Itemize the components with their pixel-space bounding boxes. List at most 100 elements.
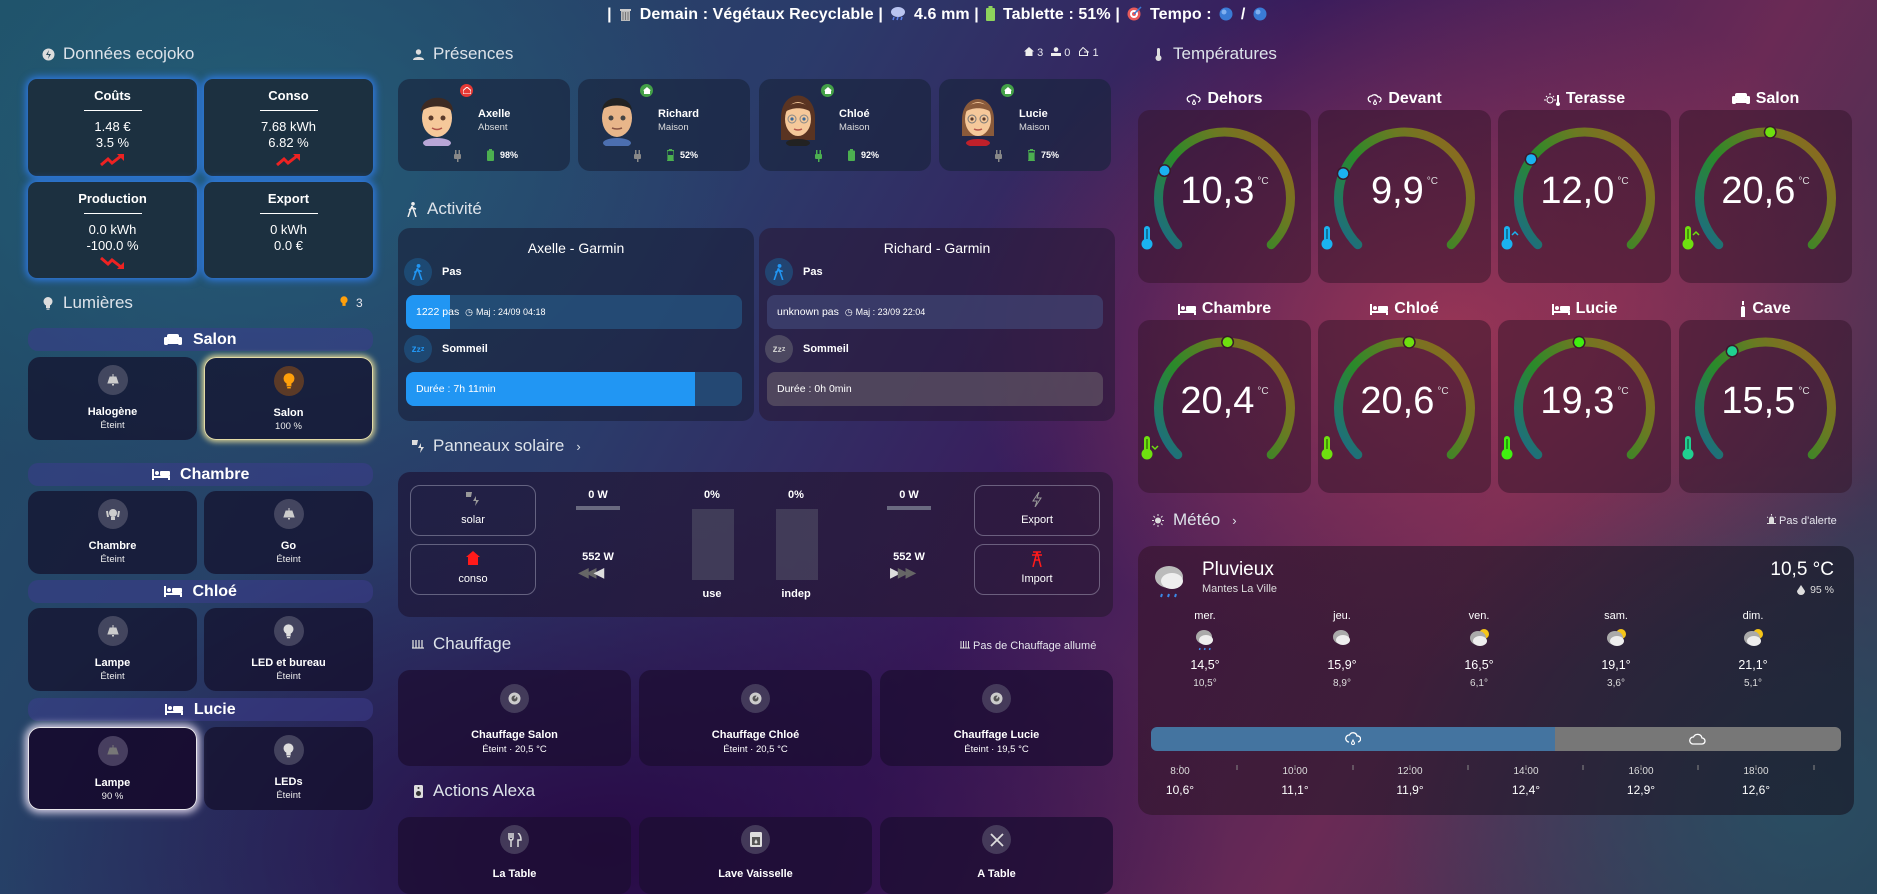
room-header-chloe: Chloé <box>28 580 373 603</box>
forecast-high: 15,9° <box>1327 658 1357 672</box>
sofa-icon <box>164 330 183 353</box>
weather-section-header[interactable]: Météo › <box>1151 510 1237 530</box>
alarm-light-icon <box>1766 514 1777 527</box>
ecojoko-tile-costs[interactable]: Coûts 1.48 € 3.5 % <box>28 79 197 176</box>
consumption-button[interactable]: conso <box>410 544 536 595</box>
hourly-forecast-0: 8:00 10,6° <box>1150 766 1210 797</box>
light-tile-led-bureau[interactable]: LED et bureau Éteint <box>204 608 373 691</box>
temperature-gauge-cave[interactable]: 15,5 °C <box>1679 320 1852 493</box>
plug-icon <box>634 150 641 162</box>
light-name: LED et bureau <box>251 657 326 669</box>
temperature-label-salon: Salon <box>1679 90 1852 108</box>
temperature-gauge-salon[interactable]: 20,6 °C <box>1679 110 1852 283</box>
hour-temperature: 10,6° <box>1165 783 1195 797</box>
battery-value: 92% <box>861 150 880 160</box>
ceiling-light-icon <box>97 616 128 646</box>
lights-section-header: Lumières <box>41 293 133 313</box>
rain-cloud-outline-icon <box>1186 93 1202 106</box>
lightbulb-icon <box>273 735 304 765</box>
hour-label: 18:00 <box>1743 766 1769 777</box>
presence-card-richard[interactable]: Richard Maison 52% <box>578 79 750 171</box>
solar-flow-card: solar conso 0 W 552 W ◀◀◀ 0% use 0% inde… <box>398 472 1113 617</box>
solar-button[interactable]: solar <box>410 485 536 536</box>
temperature-gauge-dehors[interactable]: 10,3 °C <box>1138 110 1311 283</box>
sleep-value: Durée : 7h 11min <box>416 383 496 395</box>
steps-progress-bar: 1222 pas ◷ Maj : 24/09 04:18 <box>406 295 742 329</box>
self-use-percent: 0% <box>704 489 720 501</box>
heating-tile-lucie[interactable]: Chauffage Lucie Éteint · 19,5 °C <box>880 670 1113 766</box>
alexa-action-la-table[interactable]: La Table <box>398 817 631 894</box>
solar-section-header[interactable]: Panneaux solaire › <box>411 436 581 456</box>
export-button[interactable]: Export <box>974 485 1100 536</box>
transmission-tower-red-icon <box>975 551 1099 567</box>
room-name: Salon <box>192 331 237 348</box>
room-name: Lucie <box>193 701 236 718</box>
silverware-icon <box>500 825 529 854</box>
temperature-gauge-terasse[interactable]: 12,0 °C <box>1498 110 1671 283</box>
independence-bar <box>776 509 818 580</box>
temperature-gauge-chambre[interactable]: 20,4 °C <box>1138 320 1311 493</box>
light-state: Éteint <box>276 790 301 801</box>
presence-card-chloe[interactable]: Chloé Maison 92% <box>759 79 931 171</box>
light-tile-salon[interactable]: Salon 100 % <box>204 357 373 440</box>
ecojoko-tile-export[interactable]: Export 0 kWh 0.0 € <box>204 182 373 278</box>
cloud-outline-icon <box>1688 733 1706 745</box>
sleep-progress-bar: Durée : 0h 0min <box>767 372 1103 406</box>
temperature-gauge-lucie[interactable]: 19,3 °C <box>1498 320 1671 493</box>
rainy-cloud-icon <box>1155 566 1183 598</box>
hour-temperature: 12,6° <box>1741 783 1771 797</box>
heating-tile-salon[interactable]: Chauffage Salon Éteint · 20,5 °C <box>398 670 631 766</box>
weather-card[interactable]: Pluvieux Mantes La Ville 10,5 °C 95 % me… <box>1138 546 1854 815</box>
light-tile-leds[interactable]: LEDs Éteint <box>204 727 373 810</box>
alexa-action-a-table[interactable]: A Table <box>880 817 1113 894</box>
light-name: Salon <box>273 407 304 419</box>
temperature-value: 10,3 °C <box>1138 170 1311 213</box>
separator: | <box>1115 6 1120 23</box>
ecojoko-tile-conso[interactable]: Conso 7.68 kWh 6.82 % <box>204 79 373 176</box>
lights-on-count: 3 <box>340 296 363 310</box>
light-state: Éteint <box>276 554 301 565</box>
sleep-value: Durée : 0h 0min <box>777 383 852 395</box>
light-tile-halogene[interactable]: Halogène Éteint <box>28 357 197 440</box>
light-state: 90 % <box>101 791 124 802</box>
light-tile-lucie-lampe[interactable]: Lampe 90 % <box>28 727 197 810</box>
forecast-day-0: mer. 14,5° 10,5° <box>1175 610 1235 689</box>
ecojoko-tile-production[interactable]: Production 0.0 kWh -100.0 % <box>28 182 197 278</box>
import-button[interactable]: Import <box>974 544 1100 595</box>
temperature-gauge-devant[interactable]: 9,9 °C <box>1318 110 1491 283</box>
button-label: Export <box>1021 514 1053 526</box>
dishwasher-icon <box>741 825 770 854</box>
light-tile-go[interactable]: Go Éteint <box>204 491 373 574</box>
weather-sunny-alert-icon <box>1151 513 1165 527</box>
temperature-label-terasse: Terasse <box>1498 90 1671 108</box>
export-power-value: 0 W <box>899 489 919 501</box>
tile-title: Export <box>267 191 310 206</box>
count-value: 1 <box>1092 47 1099 59</box>
chevron-right-icon: › <box>576 438 581 454</box>
light-state: Éteint <box>100 554 125 565</box>
value-text: 20,6 <box>1360 380 1435 422</box>
rain-cloud-outline-icon <box>1367 93 1382 106</box>
forecast-day-label: ven. <box>1468 610 1490 622</box>
alexa-action-lave-vaisselle[interactable]: Lave Vaisselle <box>639 817 872 894</box>
light-tile-chambre[interactable]: Chambre Éteint <box>28 491 197 574</box>
heater-name: Chauffage Chloé <box>711 729 800 741</box>
person-name: Axelle <box>478 108 511 120</box>
heating-tile-chloe[interactable]: Chauffage Chloé Éteint · 20,5 °C <box>639 670 872 766</box>
row-label: Sommeil <box>442 343 488 355</box>
forecast-low: 6,1° <box>1470 678 1488 689</box>
forecast-day-2: ven. 16,5° 6,1° <box>1449 610 1509 689</box>
forecast-high: 16,5° <box>1464 658 1494 672</box>
presence-card-lucie[interactable]: Lucie Maison 75% <box>939 79 1111 171</box>
sensor-name: Chambre <box>1201 300 1272 317</box>
clock-icon: ◷ <box>844 307 853 317</box>
light-tile-chloe-lampe[interactable]: Lampe Éteint <box>28 608 197 691</box>
bed-icon <box>1370 303 1389 315</box>
unit: °C <box>1437 386 1449 397</box>
temperature-gauge-chloe[interactable]: 20,6 °C <box>1318 320 1491 493</box>
presence-card-axelle[interactable]: Axelle Absent 98% <box>398 79 570 171</box>
forecast-day-label: mer. <box>1194 610 1216 622</box>
avatar-axelle <box>421 97 453 146</box>
